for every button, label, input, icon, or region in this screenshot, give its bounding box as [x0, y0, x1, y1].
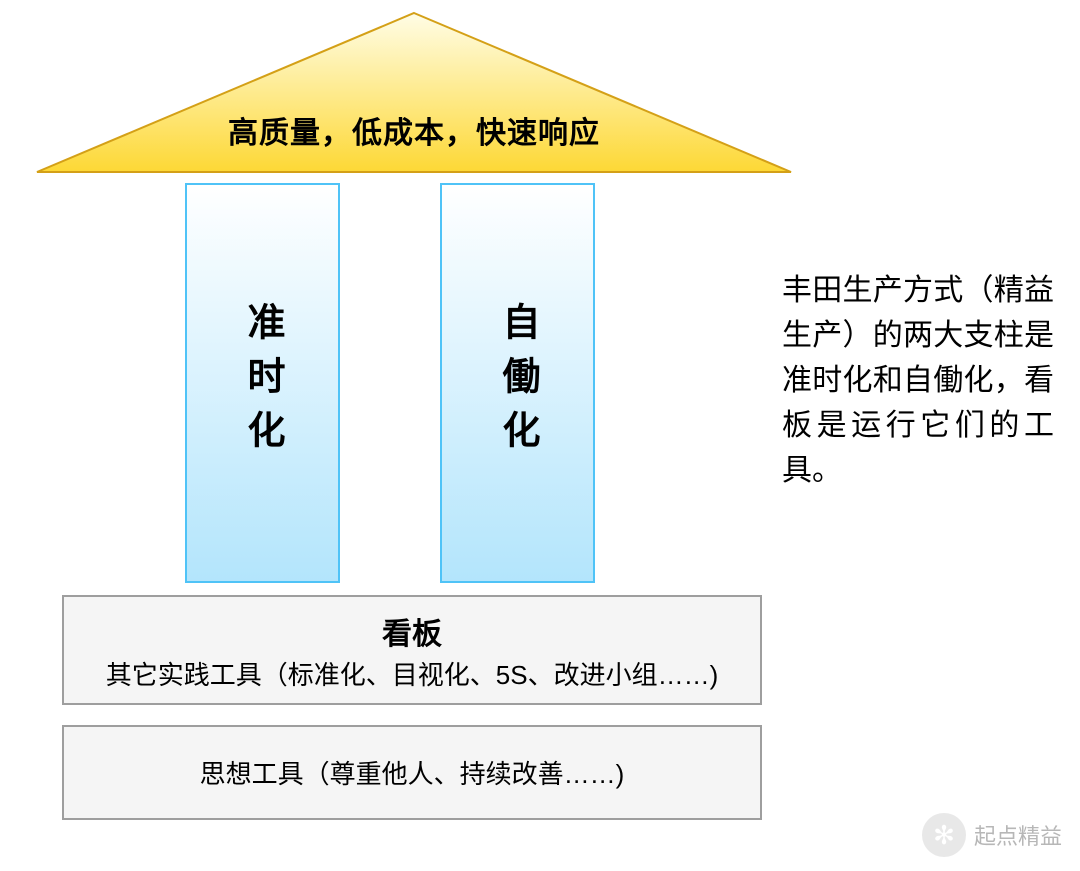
foundation-thinking-tools: 思想工具（尊重他人、持续改善……) — [62, 725, 762, 820]
lean-house-diagram: 高质量，低成本，快速响应 准时化 自働化 丰田生产方式（精益生产）的两大支柱是准… — [0, 0, 1080, 871]
base1-title: 看板 — [382, 609, 442, 653]
base1-subtitle: 其它实践工具（标准化、目视化、5S、改进小组……) — [106, 655, 718, 692]
base2-text: 思想工具（尊重他人、持续改善……) — [200, 754, 625, 791]
pillar-left-label: 准时化 — [235, 302, 290, 464]
foundation-kanban-tools: 看板 其它实践工具（标准化、目视化、5S、改进小组……) — [62, 595, 762, 705]
pillar-just-in-time: 准时化 — [185, 183, 340, 583]
watermark-icon: ✻ — [922, 813, 966, 857]
roof: 高质量，低成本，快速响应 — [34, 10, 794, 175]
pillar-jidoka: 自働化 — [440, 183, 595, 583]
watermark: ✻ 起点精益 — [922, 813, 1062, 857]
side-description: 丰田生产方式（精益生产）的两大支柱是准时化和自働化，看板是运行它们的工具。 — [782, 268, 1054, 493]
roof-title: 高质量，低成本，快速响应 — [34, 108, 794, 152]
pillar-right-label: 自働化 — [490, 302, 545, 464]
watermark-text: 起点精益 — [974, 819, 1062, 851]
